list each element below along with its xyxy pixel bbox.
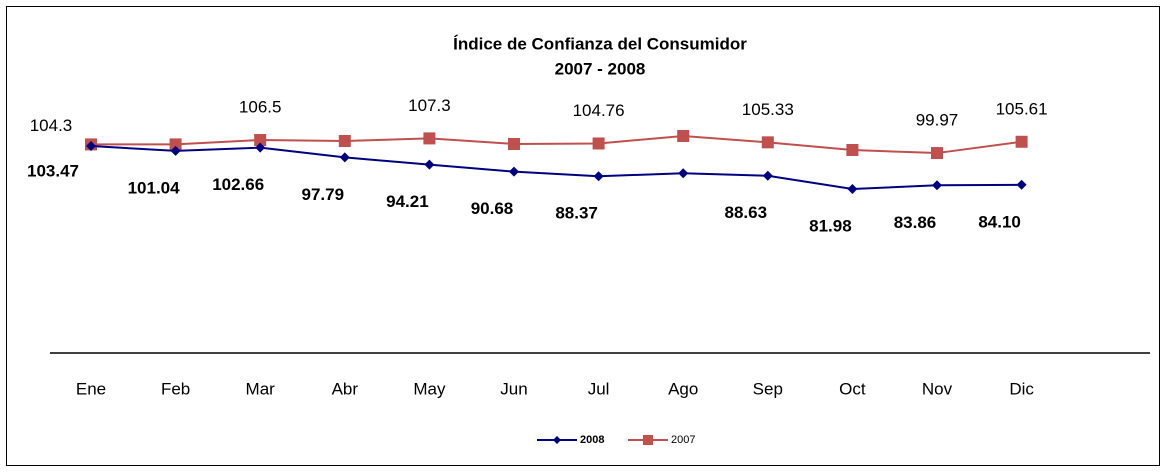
data-label: 88.63 [725, 203, 768, 222]
legend-marker [553, 436, 561, 444]
legend-marker [643, 435, 653, 445]
marker [509, 166, 519, 177]
x-tick-label: Jul [588, 379, 610, 398]
data-label: 104.76 [573, 101, 625, 120]
x-tick-label: Dic [1009, 379, 1034, 398]
marker [932, 180, 942, 191]
marker [254, 134, 267, 146]
marker [1016, 179, 1027, 190]
marker [847, 184, 858, 195]
marker [508, 138, 520, 150]
x-tick-label: Mar [246, 379, 276, 398]
marker [761, 136, 774, 149]
marker [1015, 135, 1028, 148]
data-label: 107.3 [408, 96, 451, 115]
chart-border [6, 6, 1160, 466]
marker [169, 138, 182, 151]
marker [592, 137, 605, 150]
chart-title: Índice de Confianza del Consumidor [453, 34, 747, 53]
marker [255, 142, 266, 153]
data-label: 106.5 [239, 97, 282, 116]
data-label: 84.10 [978, 212, 1021, 231]
x-tick-label: May [413, 379, 446, 398]
data-label: 99.97 [916, 111, 959, 130]
x-tick-label: Sep [753, 379, 783, 398]
marker [593, 171, 604, 182]
x-tick-label: Feb [161, 379, 190, 398]
x-tick-label: Ago [668, 379, 698, 398]
data-label: 94.21 [386, 192, 429, 211]
chart-subtitle: 2007 - 2008 [555, 59, 646, 78]
marker [423, 132, 436, 145]
data-label: 105.61 [996, 99, 1048, 118]
data-label: 102.66 [212, 175, 264, 194]
data-label: 88.37 [555, 204, 598, 223]
data-label: 97.79 [302, 185, 345, 204]
legend-label: 2008 [580, 434, 604, 446]
legend-label: 2007 [671, 434, 695, 446]
x-tick-label: Nov [922, 379, 953, 398]
data-label: 104.3 [30, 116, 73, 135]
data-label: 90.68 [471, 199, 514, 218]
data-label: 101.04 [128, 178, 181, 197]
marker [677, 130, 690, 142]
marker [931, 147, 943, 160]
x-tick-label: Oct [839, 379, 866, 398]
marker [339, 152, 350, 163]
series-line [90, 145, 1022, 191]
data-label: 105.33 [742, 100, 794, 119]
data-label: 81.98 [809, 217, 852, 236]
marker [338, 135, 351, 147]
marker [762, 170, 773, 181]
marker [170, 145, 181, 156]
marker [86, 141, 96, 152]
marker [846, 144, 859, 156]
x-tick-label: Jun [500, 379, 527, 398]
data-label: 83.86 [894, 213, 937, 232]
data-label: 103.47 [27, 162, 79, 181]
x-tick-label: Ene [76, 379, 106, 398]
marker [424, 159, 435, 170]
series-line [91, 134, 1022, 155]
marker [678, 168, 689, 179]
x-tick-label: Abr [332, 379, 359, 398]
